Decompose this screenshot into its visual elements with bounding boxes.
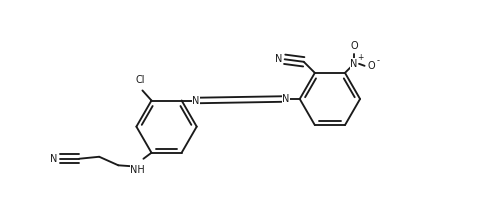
Text: N: N bbox=[50, 154, 57, 164]
Text: N: N bbox=[282, 94, 289, 104]
Text: Cl: Cl bbox=[136, 76, 145, 85]
Text: N: N bbox=[350, 59, 358, 69]
Text: N: N bbox=[275, 54, 282, 64]
Text: -: - bbox=[376, 56, 380, 65]
Text: N: N bbox=[192, 95, 200, 105]
Text: +: + bbox=[357, 53, 364, 62]
Text: O: O bbox=[367, 61, 375, 71]
Text: NH: NH bbox=[130, 165, 145, 175]
Text: O: O bbox=[350, 41, 358, 51]
